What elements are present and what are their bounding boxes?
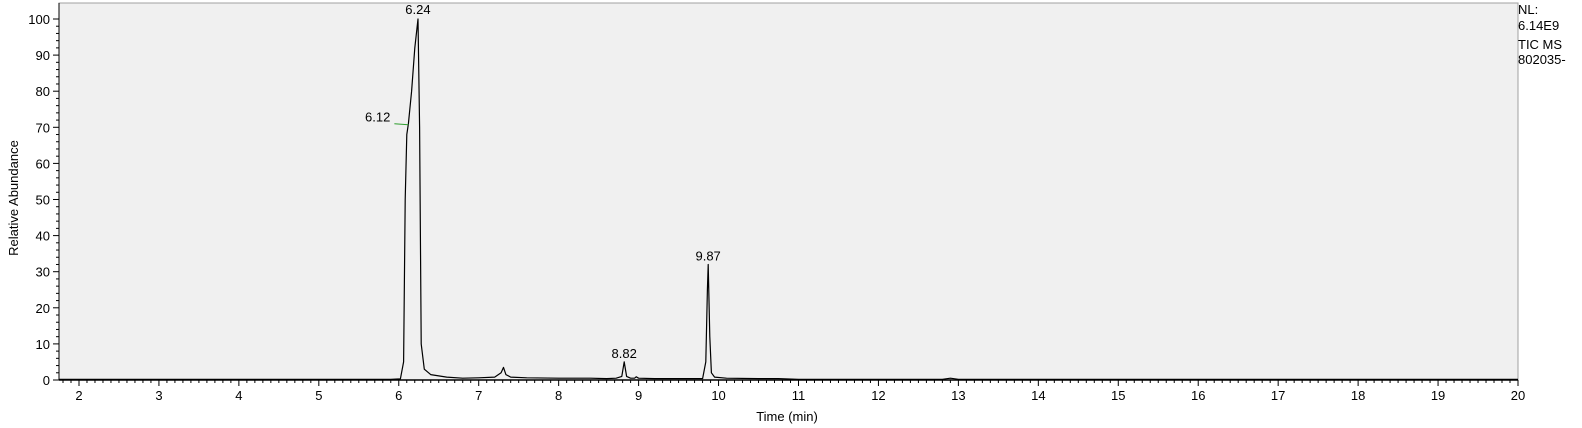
x-tick-label: 15 — [1111, 388, 1125, 403]
x-tick-label: 16 — [1191, 388, 1205, 403]
y-tick-label: 40 — [36, 229, 50, 244]
x-tick-label: 13 — [951, 388, 965, 403]
peak-label: 9.87 — [695, 248, 720, 263]
nl-value: 6.14E9 — [1518, 18, 1560, 33]
y-tick-label: 100 — [28, 12, 50, 27]
x-tick-label: 3 — [155, 388, 162, 403]
peak-labels: 6.24 6.12 8.82 9.87 — [365, 2, 721, 361]
x-tick-label: 17 — [1271, 388, 1285, 403]
y-tick-label: 0 — [43, 373, 50, 388]
y-tick-label: 60 — [36, 156, 50, 171]
x-tick-label: 19 — [1431, 388, 1445, 403]
y-axis-ticks: 0 10 20 30 40 50 60 70 80 90 100 — [28, 12, 59, 388]
y-tick-label: 30 — [36, 265, 50, 280]
y-tick-label: 50 — [36, 193, 50, 208]
plot-area — [58, 2, 1519, 381]
x-axis-title: Time (min) — [756, 409, 818, 424]
x-tick-label: 5 — [315, 388, 322, 403]
x-tick-label: 8 — [555, 388, 562, 403]
x-axis-ticks: 2 3 4 5 6 7 8 9 10 11 12 13 14 15 16 17 18 19 20 — [62, 380, 1525, 403]
y-tick-label: 80 — [36, 84, 50, 99]
trace-label: TIC MS — [1518, 37, 1563, 52]
file-label: 802035- — [1518, 52, 1566, 67]
x-tick-label: 4 — [235, 388, 242, 403]
peak-label: 6.12 — [365, 110, 390, 125]
y-axis-title: Relative Abundance — [6, 140, 21, 256]
peak-label-leader — [394, 123, 409, 126]
y-tick-label: 10 — [36, 337, 50, 352]
x-tick-label: 20 — [1511, 388, 1525, 403]
x-tick-label: 2 — [75, 388, 82, 403]
y-tick-label: 90 — [36, 48, 50, 63]
nl-label: NL: — [1518, 2, 1539, 17]
x-tick-label: 18 — [1351, 388, 1365, 403]
x-tick-label: 11 — [792, 388, 806, 403]
x-tick-label: 9 — [635, 388, 642, 403]
x-tick-label: 7 — [475, 388, 482, 403]
series-line-0 — [59, 18, 1518, 380]
x-tick-label: 6 — [395, 388, 402, 403]
peak-label: 6.24 — [405, 2, 430, 17]
series-group — [59, 18, 1518, 380]
y-tick-label: 70 — [36, 120, 50, 135]
peak-label: 8.82 — [612, 346, 637, 361]
y-tick-label: 20 — [36, 301, 50, 316]
x-tick-label: 12 — [871, 388, 885, 403]
x-tick-label: 10 — [711, 388, 725, 403]
x-tick-label: 14 — [1031, 388, 1045, 403]
